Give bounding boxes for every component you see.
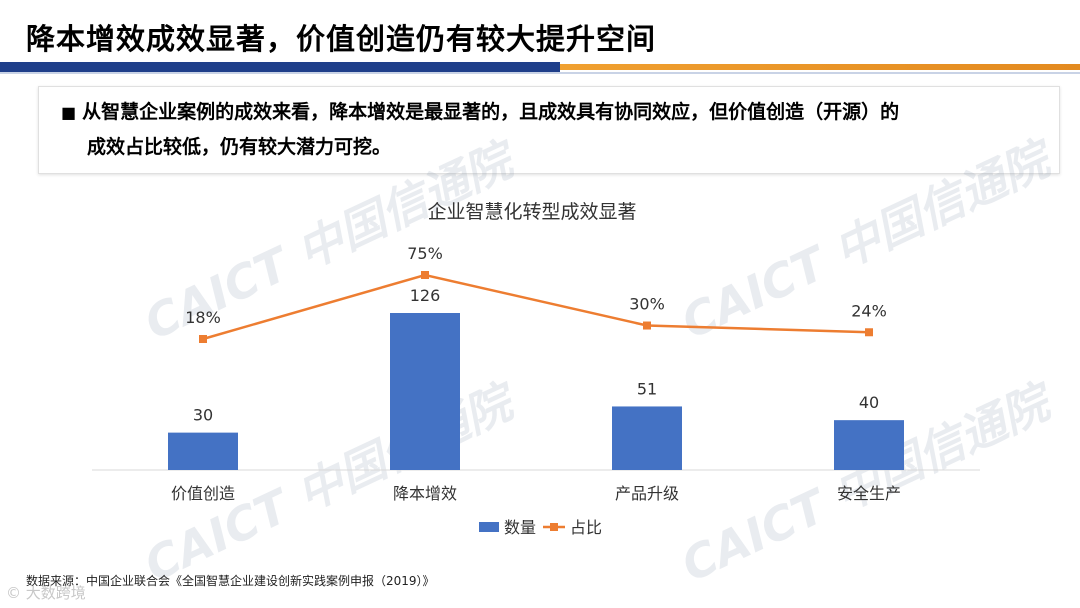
category-label-3: 产品升级: [615, 484, 679, 503]
category-label-1: 价值创造: [171, 484, 235, 503]
title-rule-orange: [560, 64, 1080, 70]
bar-label-2: 126: [410, 286, 441, 305]
line-layer: [199, 271, 873, 343]
legend-label-share: 占比: [570, 518, 602, 537]
legend-line-marker: [550, 523, 558, 531]
bullet-square-icon: ■: [61, 103, 77, 122]
bars-layer: [92, 313, 980, 471]
bar-label-4: 40: [859, 393, 879, 412]
slide-title: 降本增效成效显著，价值创造仍有较大提升空间: [26, 22, 657, 56]
bar-4: [834, 420, 904, 470]
legend-label-count: 数量: [504, 518, 536, 537]
line-point-3: [643, 321, 651, 330]
line-point-1: [199, 335, 207, 343]
title-rule-thin: [0, 72, 1080, 74]
title-rule: [0, 62, 1080, 74]
bar-label-3: 51: [637, 379, 657, 398]
bar-2: [390, 313, 460, 470]
line-label-4: 24%: [851, 301, 887, 320]
title-rule-blue: [0, 62, 560, 72]
callout-text: ■ 从智慧企业案例的成效来看，降本增效是最显著的，且成效具有协同效应，但价值创造（…: [61, 95, 1051, 164]
labels-layer: 30 价值创造 126 降本增效 51 产品升级 40 安全生产 18% 75% 30% 24%: [171, 244, 901, 503]
footer-logo: © 大数跨境: [6, 584, 86, 602]
source-note: 数据来源：中国企业联合会《全国智慧企业建设创新实践案例申报（2019）》: [26, 574, 435, 588]
legend-layer: 数量 占比: [479, 518, 602, 537]
bar-3: [612, 406, 682, 470]
summary-callout: ■ 从智慧企业案例的成效来看，降本增效是最显著的，且成效具有协同效应，但价值创造（…: [38, 86, 1060, 174]
callout-line-2: 成效占比较低，仍有较大潜力可挖。: [87, 136, 392, 158]
chart-title: 企业智慧化转型成效显著: [427, 201, 636, 223]
line-label-2: 75%: [407, 244, 443, 263]
category-label-2: 降本增效: [393, 484, 457, 503]
callout-line-1-text: 从智慧企业案例的成效来看，降本增效是最显著的，且成效具有协同效应，但价值创造（开…: [82, 101, 900, 123]
line-label-1: 18%: [185, 308, 221, 327]
bar-label-1: 30: [193, 406, 213, 425]
bar-1: [168, 432, 238, 470]
line-series-share: [202, 273, 870, 341]
callout-line-1: ■ 从智慧企业案例的成效来看，降本增效是最显著的，且成效具有协同效应，但价值创造（…: [61, 95, 1051, 130]
category-label-4: 安全生产: [837, 484, 901, 503]
line-point-2: [421, 271, 429, 279]
legend-bar-swatch: [479, 522, 499, 532]
line-label-3: 30%: [629, 295, 665, 314]
line-point-4: [865, 328, 873, 337]
